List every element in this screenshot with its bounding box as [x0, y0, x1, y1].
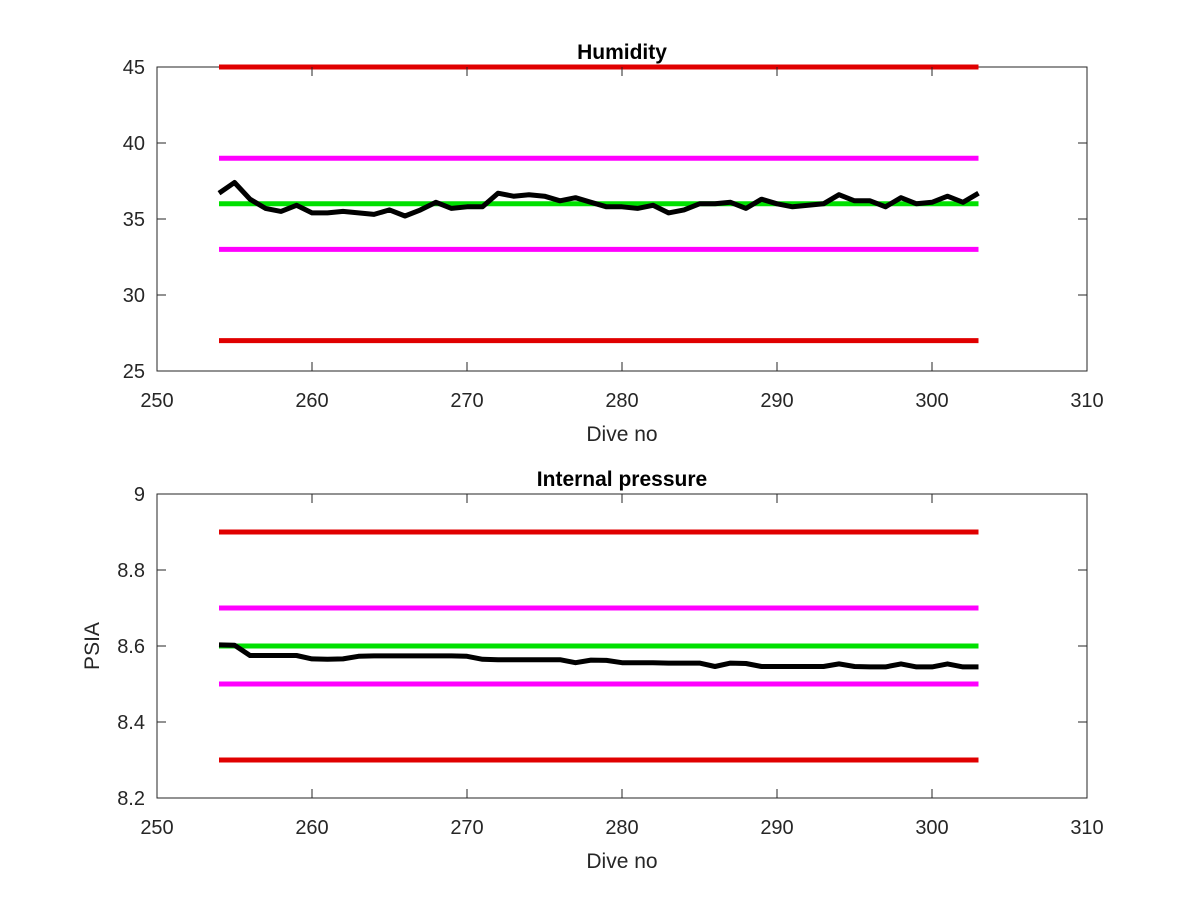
humidity-series-line-0: [217, 180, 980, 219]
pressure-x-tick-label: 270: [450, 817, 483, 839]
pressure-chart-title: Internal pressure: [537, 468, 707, 491]
humidity-y-tick-label: 25: [123, 361, 145, 383]
humidity-x-tick-label: 270: [450, 390, 483, 412]
pressure-y-tick-label: 8.8: [117, 560, 145, 582]
pressure-x-tick-label: 290: [760, 817, 793, 839]
pressure-x-tick-label: 260: [295, 817, 328, 839]
humidity-x-tick-label: 300: [915, 390, 948, 412]
pressure-x-axis-label: Dive no: [586, 850, 657, 873]
internal-pressure-chart: 250 260 270 280 290 300 310 8.2 8.4 8.6 8.8 9 Intern…: [81, 468, 1104, 873]
humidity-x-axis-label: Dive no: [586, 423, 657, 446]
pressure-y-axis-label: PSIA: [81, 622, 104, 670]
humidity-y-tick-label: 35: [123, 209, 145, 231]
pressure-x-tick-label: 280: [605, 817, 638, 839]
pressure-series-line-0: [218, 642, 979, 670]
humidity-axes-box: [156, 66, 1088, 372]
pressure-y-tick-label: 8.6: [117, 636, 145, 658]
humidity-chart: 250 260 270 280 290 300 310 25 30 35 40 45 Humidity D…: [123, 41, 1104, 446]
humidity-x-tick-label: 260: [295, 390, 328, 412]
pressure-y-tick-label: 8.4: [117, 712, 145, 734]
pressure-y-tick-label: 9: [134, 484, 145, 506]
humidity-x-tick-label: 280: [605, 390, 638, 412]
pressure-x-tick-label: 300: [915, 817, 948, 839]
humidity-x-tick-label: 310: [1070, 390, 1103, 412]
pressure-x-tick-label: 250: [140, 817, 173, 839]
humidity-chart-title: Humidity: [577, 41, 667, 64]
humidity-y-tick-label: 45: [123, 57, 145, 79]
pressure-y-tick-label: 8.2: [117, 788, 145, 810]
humidity-x-tick-label: 250: [140, 390, 173, 412]
humidity-y-tick-label: 40: [123, 133, 145, 155]
humidity-x-tick-label: 290: [760, 390, 793, 412]
pressure-x-tick-label: 310: [1070, 817, 1103, 839]
humidity-y-tick-label: 30: [123, 285, 145, 307]
